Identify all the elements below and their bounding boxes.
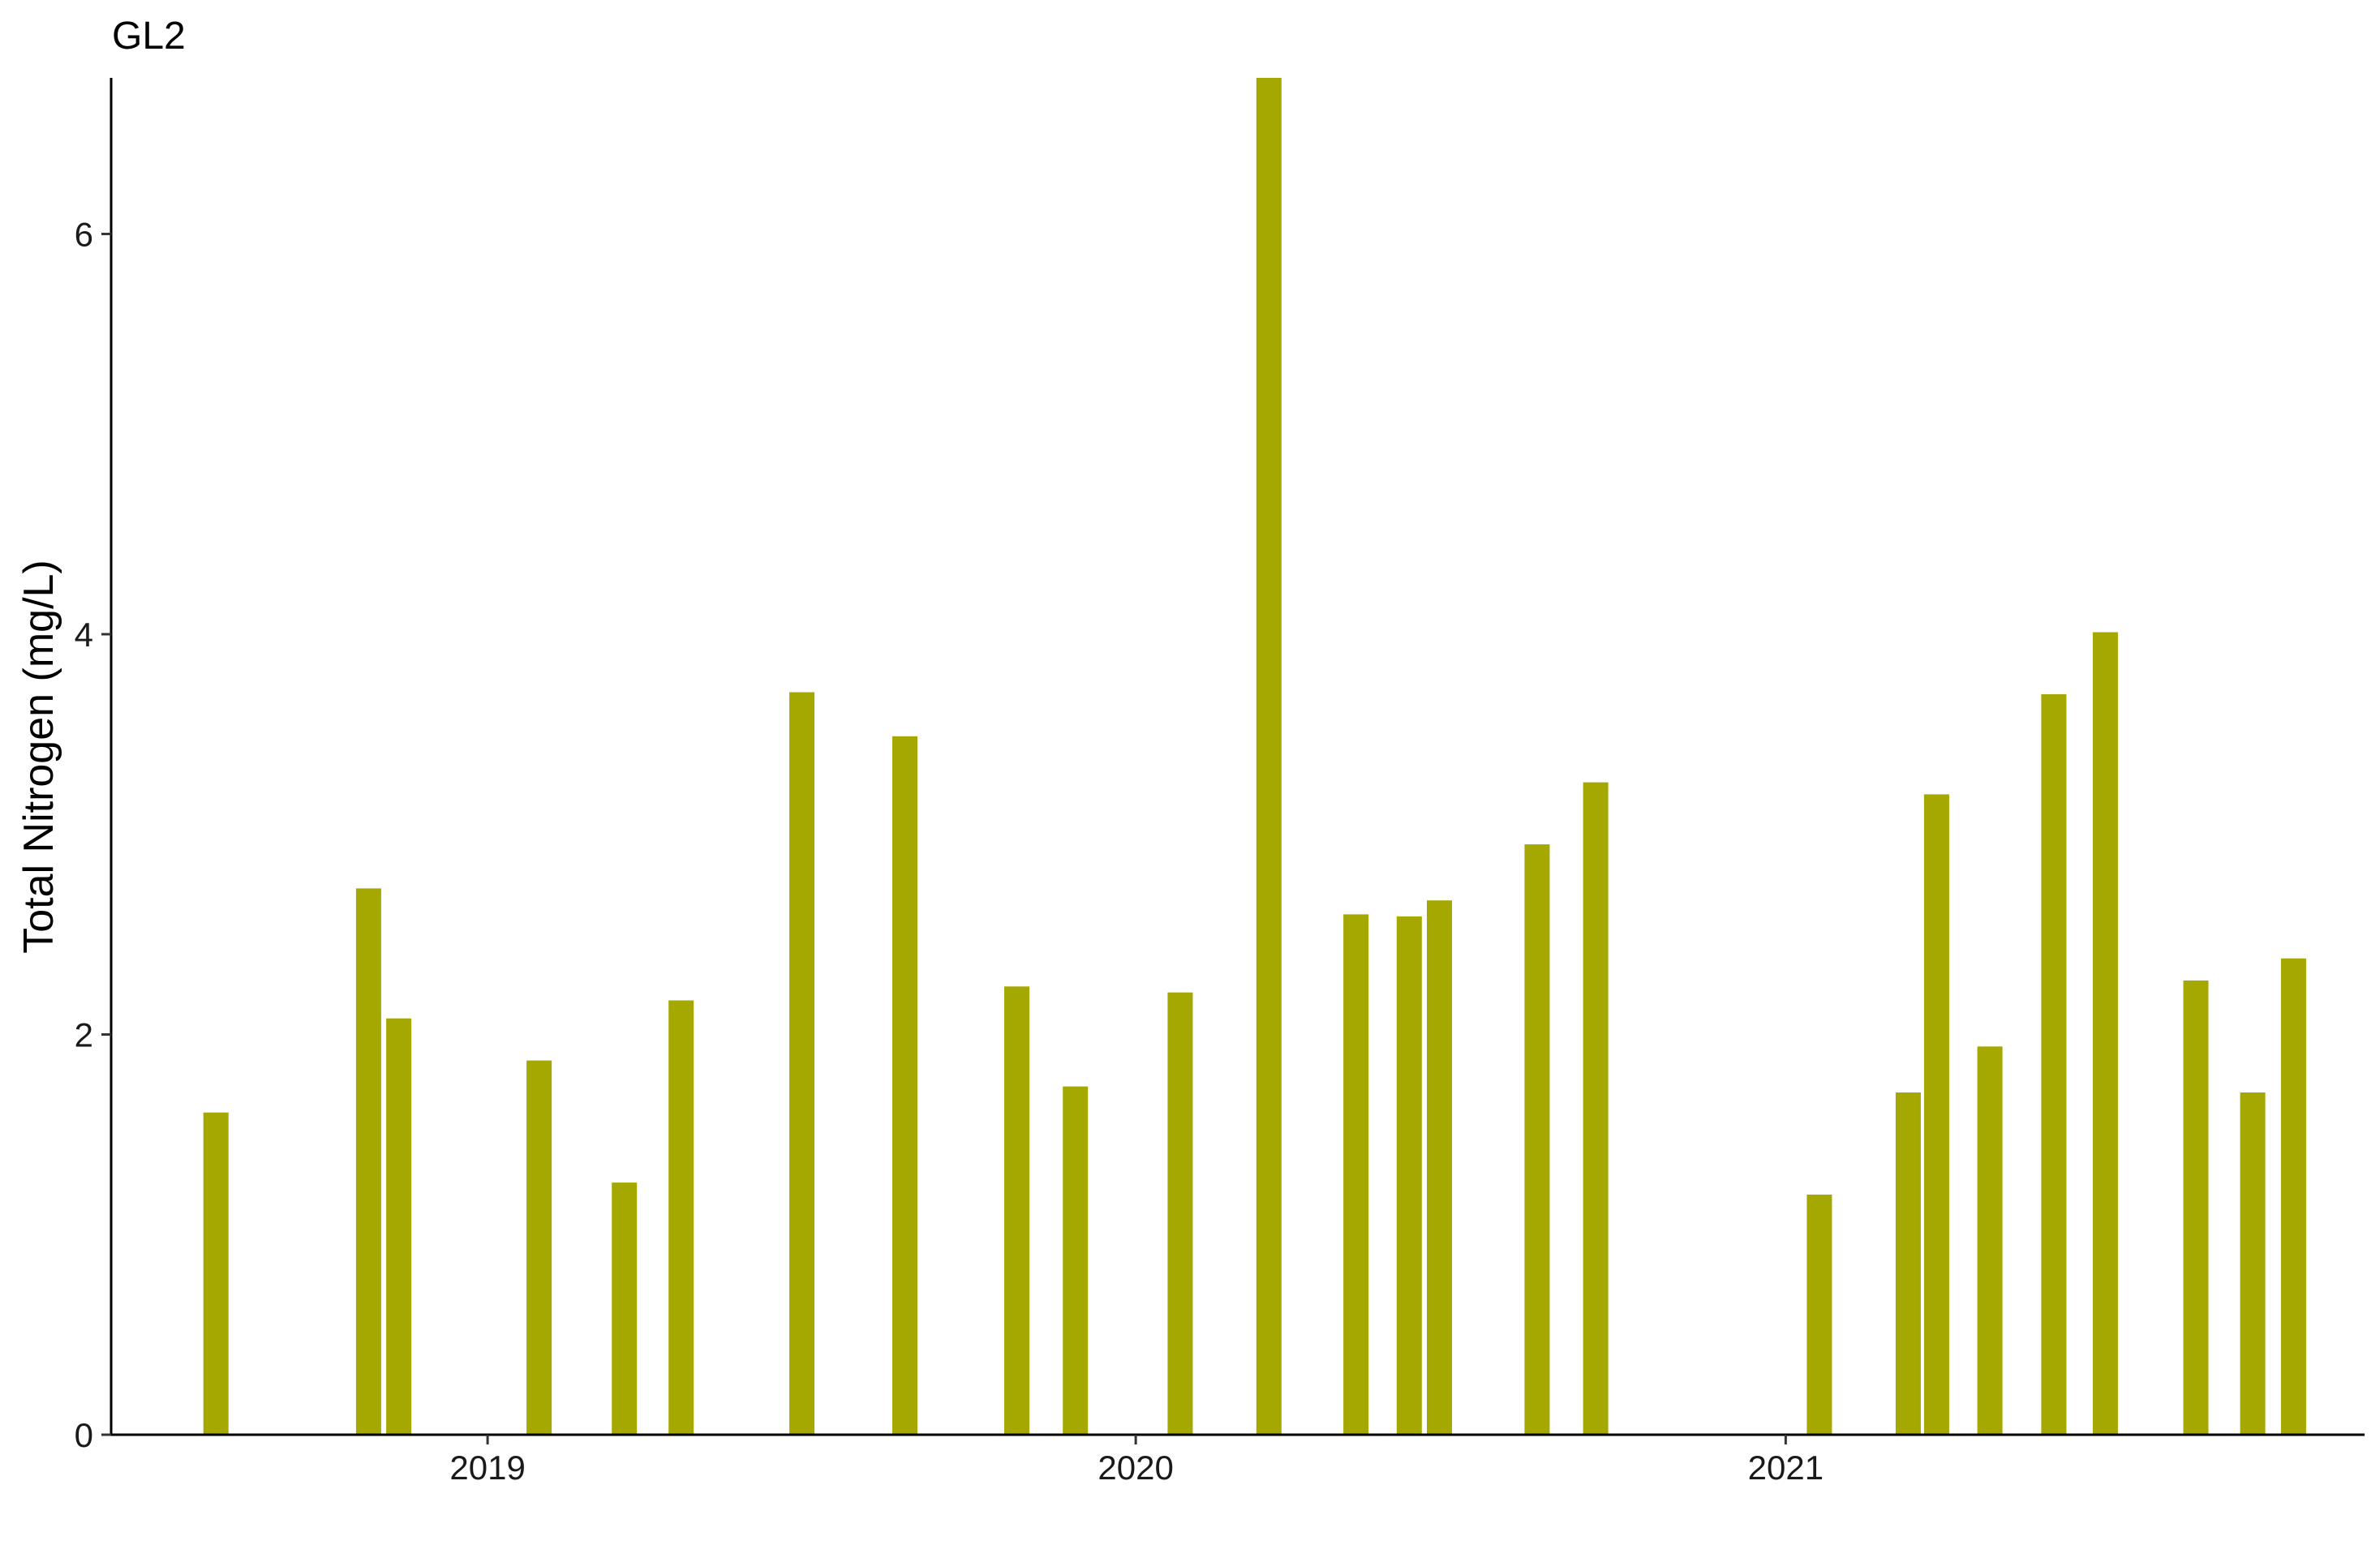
- bars-group: [203, 78, 2306, 1435]
- chart-title: GL2: [112, 15, 186, 58]
- bar-2019-08-24: [892, 736, 917, 1435]
- x-tick-label-2020: 2020: [1098, 1449, 1173, 1487]
- bar-2019-01-30: [526, 1060, 552, 1435]
- bar-2018-10-26: [355, 888, 381, 1435]
- x-tick-label-2019: 2019: [449, 1449, 525, 1487]
- bar-2020-05-04: [1343, 914, 1369, 1435]
- bar-2021-01-20: [1806, 1194, 1832, 1435]
- bar-2021-10-14: [2280, 958, 2306, 1435]
- bar-2018-08-01: [203, 1112, 229, 1435]
- bar-2020-06-03: [1396, 916, 1422, 1435]
- bar-2019-10-26: [1004, 986, 1029, 1435]
- y-tick-label-6: 6: [75, 215, 93, 253]
- bar-2020-03-16: [1256, 78, 1282, 1435]
- bar-2019-06-27: [789, 692, 815, 1435]
- bar-2020-09-16: [1583, 782, 1609, 1435]
- y-tick-label-2: 2: [75, 1015, 93, 1054]
- bar-2021-06-30: [2092, 632, 2118, 1435]
- bar-2019-11-28: [1063, 1086, 1089, 1435]
- bar-2021-08-20: [2183, 980, 2209, 1435]
- bar-2021-03-27: [1923, 794, 1949, 1435]
- bar-2020-06-20: [1427, 900, 1452, 1435]
- y-tick-label-0: 0: [75, 1416, 93, 1454]
- bar-2021-04-26: [1977, 1046, 2003, 1435]
- bar-2021-06-01: [2041, 694, 2067, 1435]
- bar-2020-08-14: [1524, 844, 1550, 1435]
- y-axis-label: Total Nitrogen (mg/L): [15, 560, 62, 954]
- bar-2019-04-20: [668, 1000, 694, 1435]
- y-tick-label-4: 4: [75, 616, 93, 654]
- bar-2019-03-19: [612, 1182, 638, 1435]
- bar-2018-11-12: [386, 1018, 412, 1435]
- bar-2021-03-11: [1895, 1092, 1921, 1435]
- x-axis: 2019 2020 2021: [111, 1433, 2365, 1487]
- x-tick-label-2021: 2021: [1748, 1449, 1824, 1487]
- bar-2021-09-21: [2240, 1092, 2266, 1435]
- bar-2020-01-26: [1167, 992, 1193, 1435]
- y-axis: 0 2 4 6: [75, 78, 113, 1454]
